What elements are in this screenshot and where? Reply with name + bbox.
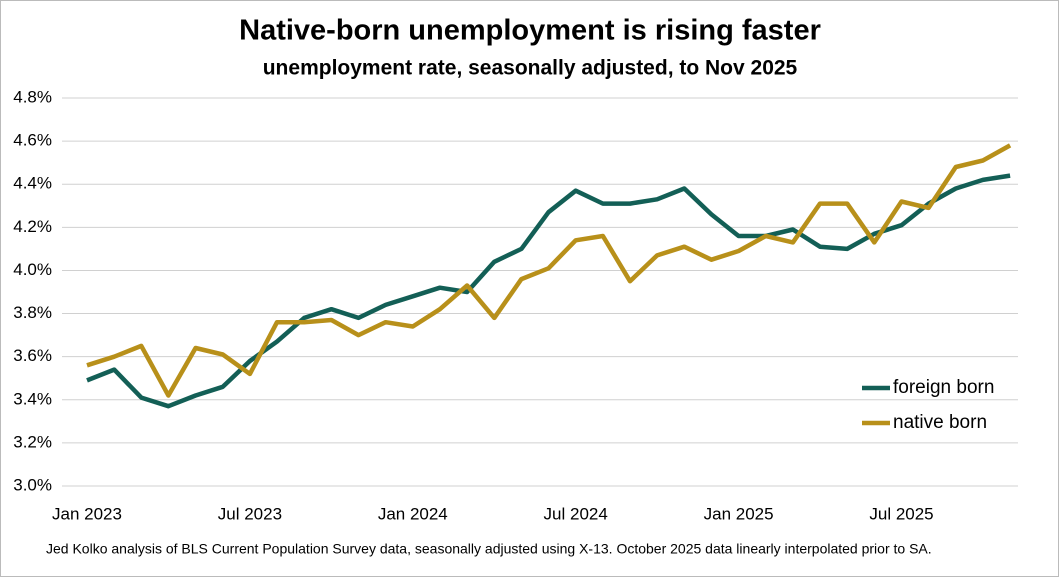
footnote: Jed Kolko analysis of BLS Current Popula… <box>46 541 932 557</box>
x-tick-label: Jul 2025 <box>869 504 933 523</box>
y-tick-label: 4.0% <box>13 260 52 279</box>
y-tick-label: 4.6% <box>13 131 52 150</box>
y-tick-label: 4.8% <box>13 87 52 106</box>
legend-label: foreign born <box>893 377 994 398</box>
y-tick-label: 4.4% <box>13 174 52 193</box>
y-tick-label: 3.8% <box>13 303 52 322</box>
y-tick-label: 3.6% <box>13 346 52 365</box>
x-tick-label: Jan 2025 <box>704 504 774 523</box>
chart-title: Native-born unemployment is rising faste… <box>239 15 821 47</box>
y-tick-label: 3.0% <box>13 475 52 494</box>
x-tick-label: Jan 2023 <box>52 504 122 523</box>
y-tick-label: 3.4% <box>13 389 52 408</box>
y-tick-label: 3.2% <box>13 432 52 451</box>
x-tick-label: Jul 2023 <box>218 504 282 523</box>
x-tick-label: Jan 2024 <box>378 504 448 523</box>
legend-label: native born <box>893 412 987 433</box>
y-tick-label: 4.2% <box>13 217 52 236</box>
chart-subtitle: unemployment rate, seasonally adjusted, … <box>263 57 798 80</box>
x-tick-label: Jul 2024 <box>544 504 608 523</box>
data-line <box>86 143 1012 398</box>
